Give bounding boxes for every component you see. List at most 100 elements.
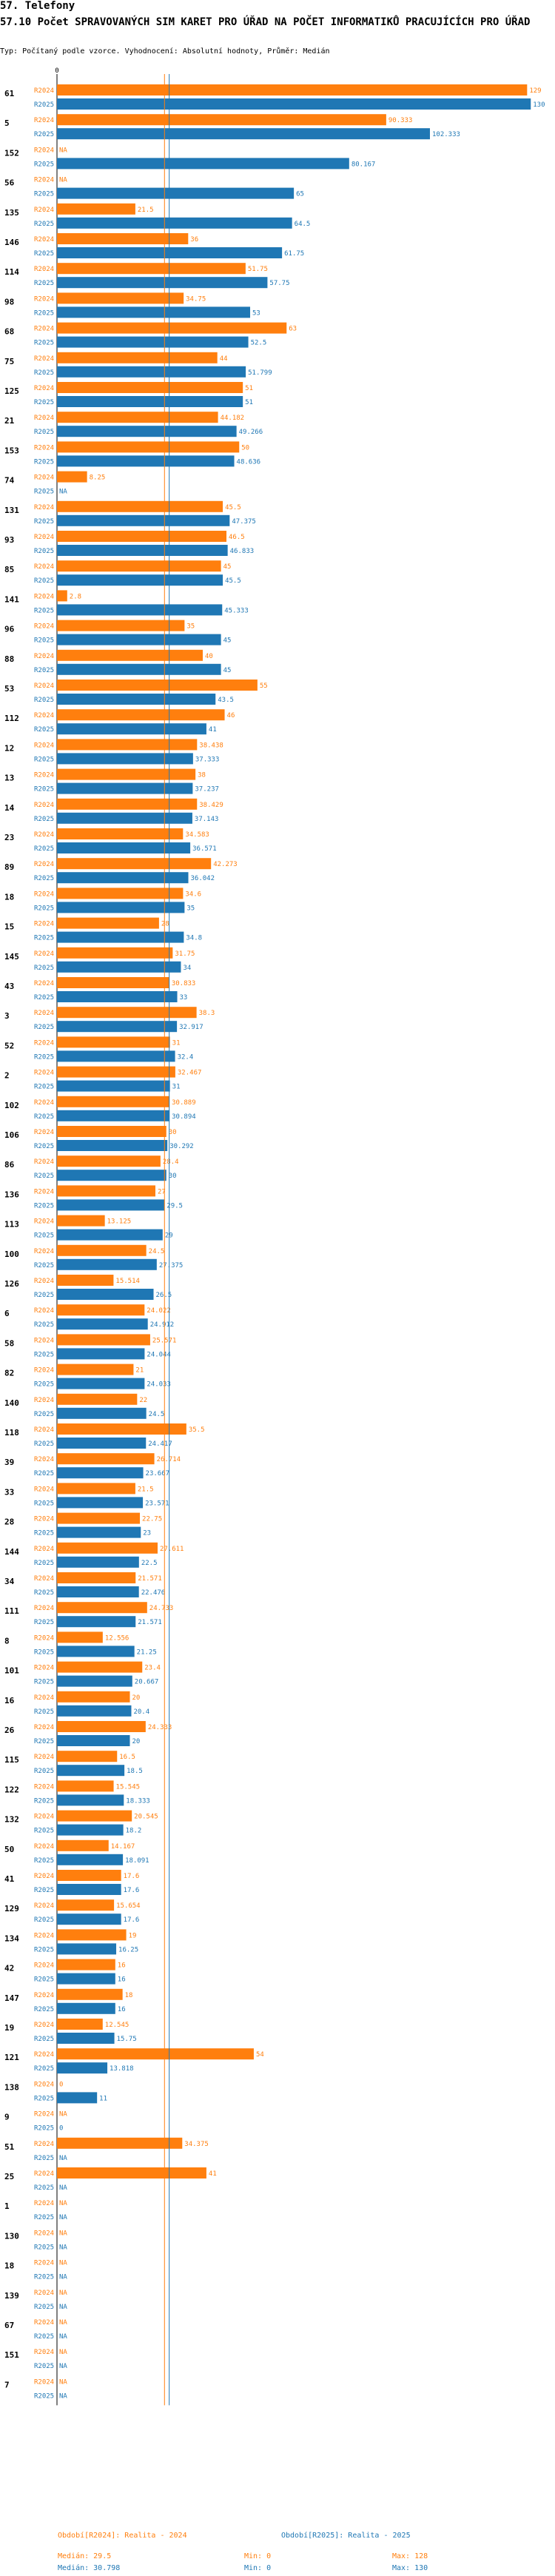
category-label: 53 [4, 684, 14, 694]
series-label: R2024 [34, 1278, 54, 1285]
series-label: R2024 [34, 1754, 54, 1761]
bar-r2024 [57, 1870, 121, 1881]
category-label: 52 [4, 1041, 14, 1050]
bar-r2024 [57, 441, 240, 453]
data-label: 30.292 [169, 1143, 194, 1150]
bar-r2024 [57, 1929, 127, 1941]
data-label: 8.25 [90, 474, 106, 482]
na-label: NA [59, 2184, 67, 2192]
data-label: 34.6 [185, 890, 201, 898]
series-label: R2024 [34, 1546, 54, 1553]
bar-r2025 [57, 1556, 139, 1568]
series-label: R2024 [34, 682, 54, 690]
bar-r2024 [57, 1751, 118, 1762]
category-label: 132 [4, 1815, 19, 1825]
data-label: 130 [533, 101, 545, 109]
bar-r2025 [57, 1170, 166, 1181]
series-label: R2025 [34, 875, 54, 882]
bar-r2025 [57, 187, 295, 199]
series-label: R2024 [34, 950, 54, 958]
data-label: 49.266 [239, 429, 263, 436]
bar-r2025 [57, 723, 206, 735]
data-label: 24.044 [147, 1351, 171, 1358]
series-label: R2024 [34, 147, 54, 154]
series-label: R2024 [34, 117, 54, 124]
category-label: 100 [4, 1250, 19, 1259]
legend-r2025-title: Období[R2025]: Realita - 2025 [281, 2532, 411, 2540]
series-label: R2025 [34, 726, 54, 734]
bar-r2025 [57, 872, 189, 884]
category-label: 135 [4, 208, 19, 218]
data-label: 31 [172, 1084, 181, 1091]
bar-r2025 [57, 306, 251, 318]
series-label: R2024 [34, 295, 54, 303]
bar-r2025 [57, 1080, 170, 1092]
series-label: R2024 [34, 980, 54, 987]
series-label: R2025 [34, 1828, 54, 1835]
bar-r2025 [57, 2092, 98, 2104]
series-label: R2025 [34, 2214, 54, 2221]
data-label: 24.333 [148, 1724, 172, 1731]
data-label: 45 [223, 667, 232, 674]
data-label: 27.375 [159, 1262, 184, 1269]
data-label: 23.4 [144, 1665, 161, 1672]
data-label: 34.583 [185, 831, 209, 839]
series-label: R2025 [34, 340, 54, 347]
bar-r2025 [57, 277, 268, 289]
category-label: 51 [4, 2142, 15, 2152]
series-label: R2024 [34, 1367, 54, 1375]
data-label: 36.571 [192, 845, 217, 853]
data-label: 38.3 [199, 1010, 215, 1017]
data-label: 23.667 [146, 1470, 170, 1477]
data-label: 30.894 [172, 1113, 196, 1121]
bar-r2024 [57, 412, 218, 423]
bar-r2024 [57, 977, 169, 988]
bar-r2025 [57, 961, 181, 973]
category-label: 88 [4, 654, 14, 664]
legend-r2025-max: Max: 130 [392, 2564, 428, 2572]
category-label: 18 [4, 2261, 14, 2271]
category-label: 89 [4, 862, 14, 872]
bar-r2024 [57, 917, 159, 929]
bar-r2024 [57, 1066, 175, 1078]
series-label: R2024 [34, 1634, 54, 1642]
na-label: NA [59, 2230, 67, 2237]
category-label: 21 [4, 416, 15, 426]
bar-r2024 [57, 84, 528, 95]
data-label: 64.5 [295, 221, 311, 228]
data-label: 44.182 [221, 415, 245, 422]
category-label: 138 [4, 2082, 19, 2092]
category-label: 16 [4, 1696, 15, 1705]
data-label: 24.912 [150, 1321, 175, 1329]
category-label: 146 [4, 238, 19, 247]
bar-r2025 [57, 1110, 170, 1121]
series-label: R2024 [34, 474, 54, 482]
data-label: 24.033 [147, 1381, 171, 1389]
series-label: R2025 [34, 2304, 54, 2311]
category-label: 15 [4, 922, 14, 932]
na-label: NA [59, 2244, 67, 2251]
series-label: R2024 [34, 1129, 54, 1136]
category-label: 121 [4, 2053, 19, 2062]
series-label: R2025 [34, 458, 54, 466]
series-label: R2024 [34, 444, 54, 452]
bar-r2024 [57, 1244, 147, 1256]
data-label: 30.889 [172, 1099, 196, 1107]
bar-r2025 [57, 545, 228, 556]
series-label: R2025 [34, 1470, 54, 1477]
na-label: NA [59, 2392, 67, 2400]
data-label: 21.571 [138, 1575, 162, 1583]
data-label: 46 [227, 712, 235, 720]
bar-r2024 [57, 1007, 197, 1019]
bar-r2024 [57, 1334, 150, 1346]
series-label: R2024 [34, 385, 54, 392]
category-label: 140 [4, 1398, 19, 1408]
data-label: 63 [289, 326, 297, 333]
na-label: NA [59, 2290, 67, 2297]
series-label: R2024 [34, 921, 54, 928]
category-label: 93 [4, 535, 14, 545]
bar-r2024 [57, 1959, 115, 1970]
data-label: 44 [220, 355, 228, 363]
series-label: R2025 [34, 816, 54, 823]
category-label: 68 [4, 327, 14, 337]
